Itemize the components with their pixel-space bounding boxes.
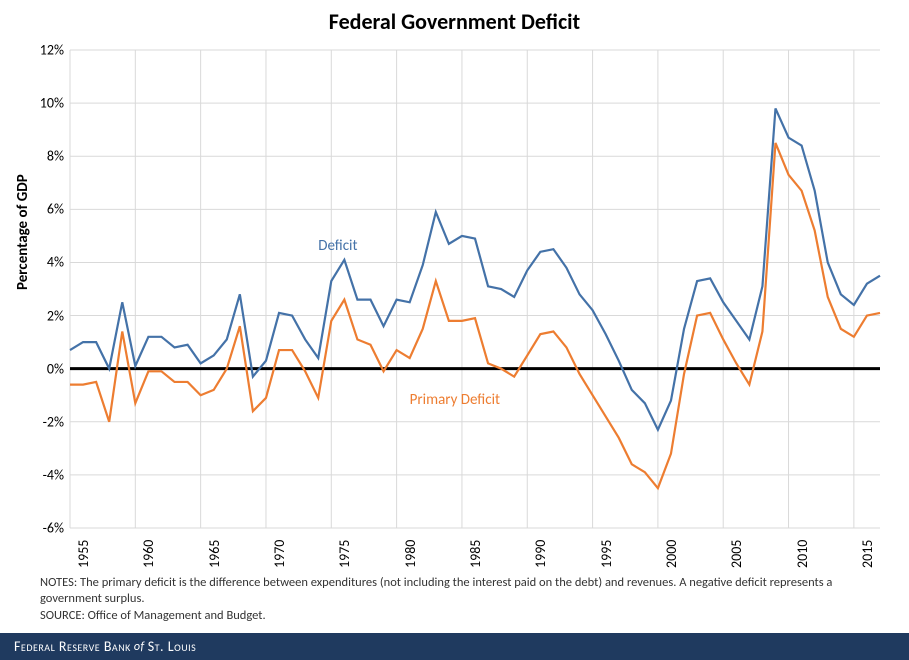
footer-of: of (134, 640, 145, 654)
y-tick-label: -6% (24, 520, 64, 537)
footer-bank-prefix: Federal Reserve Bank (14, 638, 131, 655)
chart-title: Federal Government Deficit (0, 8, 909, 35)
y-axis-label: Percentage of GDP (14, 174, 32, 290)
x-tick-label: 1970 (271, 540, 288, 568)
y-tick-label: 12% (24, 42, 64, 59)
plot-svg (70, 50, 880, 528)
chart-container: Federal Government Deficit Percentage of… (0, 0, 909, 595)
x-tick-label: 1965 (206, 540, 223, 568)
x-tick-label: 2005 (728, 540, 745, 568)
footer-bank-suffix: St. Louis (148, 638, 197, 655)
y-tick-label: 10% (24, 95, 64, 112)
plot-area (70, 50, 880, 528)
y-tick-label: 8% (24, 148, 64, 165)
x-tick-label: 1955 (75, 540, 92, 568)
series-label-primary-deficit: Primary Deficit (410, 391, 500, 409)
x-tick-label: 1985 (467, 540, 484, 568)
notes-line-1: NOTES: The primary deficit is the differ… (40, 575, 880, 608)
x-tick-label: 2010 (794, 540, 811, 568)
y-tick-label: -4% (24, 466, 64, 483)
y-tick-label: 0% (24, 360, 64, 377)
y-tick-label: 4% (24, 254, 64, 271)
x-tick-label: 2000 (663, 540, 680, 568)
x-tick-label: 1960 (140, 540, 157, 568)
x-tick-label: 1975 (336, 540, 353, 568)
footer-bar: Federal Reserve Bank of St. Louis (0, 633, 909, 660)
series-label-deficit: Deficit (318, 237, 357, 255)
x-tick-label: 2015 (859, 540, 876, 568)
notes-line-2: SOURCE: Office of Management and Budget. (40, 608, 880, 624)
chart-notes: NOTES: The primary deficit is the differ… (40, 575, 880, 624)
x-tick-label: 1995 (598, 540, 615, 568)
y-tick-label: 6% (24, 201, 64, 218)
y-tick-label: -2% (24, 413, 64, 430)
y-tick-label: 2% (24, 307, 64, 324)
x-tick-label: 1990 (532, 540, 549, 568)
x-tick-label: 1980 (402, 540, 419, 568)
